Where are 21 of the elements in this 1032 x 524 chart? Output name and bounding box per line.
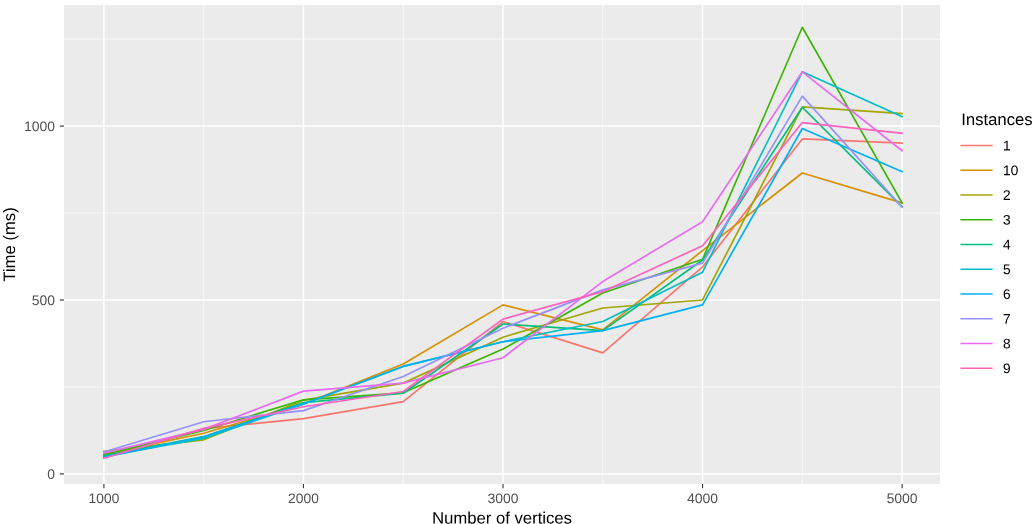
legend-label: 4 — [1003, 239, 1011, 250]
x-tick-label: 5000 — [887, 493, 917, 504]
x-axis-title: Number of vertices — [433, 511, 572, 524]
x-tick-label: 3000 — [488, 493, 518, 504]
legend-label: 3 — [1003, 214, 1011, 225]
legend-label: 8 — [1003, 338, 1011, 349]
x-tick-label: 4000 — [687, 493, 718, 504]
x-tick-label: 1000 — [89, 493, 119, 504]
legend-label: 9 — [1003, 363, 1010, 374]
y-tick-label: 1000 — [25, 121, 55, 132]
y-tick-label: 500 — [32, 295, 55, 306]
legend-label: 2 — [1003, 190, 1010, 200]
legend-label: 10 — [1003, 165, 1018, 176]
x-tick-label: 2000 — [288, 493, 319, 504]
y-tick-label: 0 — [47, 469, 55, 480]
legend-label: 1 — [1003, 140, 1010, 151]
legend-label: 6 — [1003, 289, 1011, 300]
legend-label: 5 — [1003, 264, 1011, 275]
legend-title: Instances — [962, 113, 1032, 126]
legend-label: 7 — [1003, 314, 1010, 324]
y-axis-title: Time (ms) — [2, 208, 19, 282]
